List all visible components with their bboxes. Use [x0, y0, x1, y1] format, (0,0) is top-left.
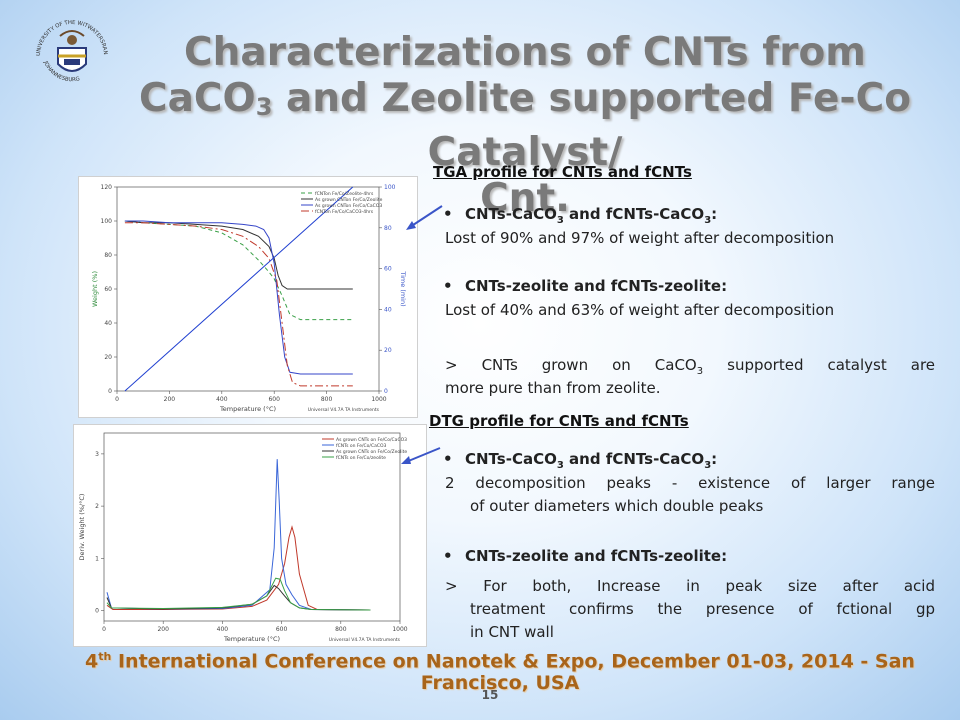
x-tick-label: 0: [115, 396, 119, 403]
arrow-icon-dtg: [401, 447, 441, 464]
series-line: [106, 584, 371, 611]
y-tick-label: 100: [101, 218, 113, 225]
plot-frame: [103, 432, 401, 622]
y-tick-label: 0: [108, 388, 112, 395]
tga-heading: TGA profile for CNTs and fCNTs: [433, 163, 692, 181]
legend-entry: As grown CNTs on Fe/Co/CaCO3: [336, 437, 407, 443]
y2-tick-label: 0: [384, 388, 388, 395]
legend-entry: As grown CNTs on Fe/Co/Zeolite: [336, 449, 407, 455]
tga-bullet-2-text: Lost of 40% and 63% of weight after deco…: [445, 301, 835, 319]
x-tick-label: 1000: [392, 626, 407, 633]
legend-entry: fCNTon Fe/Co/Zeolite-4hrs: [315, 191, 374, 197]
legend-entry: fCNTs on Fe/Co/CaCO3: [336, 443, 387, 449]
x-axis-label: Temperature (°C): [223, 635, 280, 643]
y-tick-label: 40: [104, 320, 112, 327]
series-line: [124, 222, 353, 387]
series-line: [106, 577, 371, 611]
legend-entry: As grown CNTon Fe/Co/CaCO3: [315, 203, 382, 209]
y-tick-label: 20: [104, 354, 112, 361]
dtg-bullet-1-line2: of outer diameters which double peaks: [470, 497, 764, 515]
slide-title: Characterizations of CNTs from CaCO3 and…: [100, 30, 950, 222]
y2-tick-label: 60: [384, 266, 392, 273]
tga-chart: 0 200 400 600 800 100002040608010012002040608…: [91, 184, 407, 413]
series-line: [124, 220, 353, 375]
y2-tick-label: 20: [384, 347, 392, 354]
dtg-bullet-1: CNTs-CaCO3 and fCNTs-CaCO3:: [443, 448, 717, 477]
dtg-bullet-2-line3: in CNT wall: [470, 623, 554, 641]
tga-conclusion-line2: more pure than from zeolite.: [445, 379, 661, 397]
y-axis-label: Weight (%): [91, 271, 99, 307]
x-tick-label: 200: [157, 626, 169, 633]
y-tick-label: 2: [95, 503, 99, 510]
university-logo: UNIVERSITY OF THE WITWATERSRAND JOHANNES…: [28, 8, 114, 96]
dtg-bullet-2-line1: > For both, Increase in peak size after …: [445, 577, 935, 595]
y-axis-label: Deriv. Weight (%/°C): [78, 494, 86, 561]
arrow-icon-tga: [406, 205, 443, 230]
y-tick-label: 3: [95, 451, 99, 458]
tga-bullet-1-text: Lost of 90% and 97% of weight after deco…: [445, 229, 835, 247]
instrument-note: Universal V4.7A TA Instruments: [329, 637, 401, 643]
series-line: [106, 525, 371, 611]
x-tick-label: 0: [102, 626, 106, 633]
x-tick-label: 800: [335, 626, 347, 633]
x-tick-label: 600: [276, 626, 288, 633]
tga-conclusion-line1: > CNTs grown on CaCO3 supported catalyst…: [445, 356, 936, 377]
y2-axis-label: Time (min): [399, 270, 407, 306]
instrument-note: Universal V4.7A TA Instruments: [308, 407, 380, 413]
tga-bullet-2: CNTs-zeolite and fCNTs-zeolite:: [443, 275, 727, 297]
series-line: [124, 220, 353, 290]
tga-bullet-1: CNTs-CaCO3 and fCNTs-CaCO3:: [443, 203, 717, 232]
dtg-heading: DTG profile for CNTs and fCNTs: [429, 412, 689, 430]
title-line2-sub: 3: [255, 93, 273, 121]
x-tick-label: 600: [268, 396, 280, 403]
legend-entry: fCNTs on Fe/Co/zeolite: [336, 455, 386, 461]
y2-tick-label: 100: [384, 184, 396, 191]
dtg-bullet-2-line2: treatment confirms the presence of fctio…: [470, 600, 935, 618]
legend-entry: As grown CNTon Fe/Co/Zeolite: [315, 197, 383, 203]
x-tick-label: 800: [321, 396, 333, 403]
dtg-chart-panel: 0 200 400 600 800 1000 0 1 2 3 Temperature (°C) Der…: [73, 424, 427, 647]
x-tick-label: 400: [217, 626, 229, 633]
y2-tick-label: 80: [384, 225, 392, 232]
time-line: [124, 186, 354, 392]
dtg-bullet-2: CNTs-zeolite and fCNTs-zeolite:: [443, 545, 727, 567]
legend-entry: fCNTon Fe/Co/CaCO3-4hrs: [315, 209, 374, 215]
page-number: 15: [481, 688, 499, 702]
title-line2-b: and Zeolite supported Fe-Co Catalyst/: [272, 76, 912, 175]
y-tick-label: 0: [95, 608, 99, 615]
y-tick-label: 1: [95, 555, 99, 562]
series-line: [106, 459, 371, 611]
dtg-chart: 0 200 400 600 800 1000 0 1 2 3 Temperature (°C) Der…: [78, 432, 408, 643]
x-tick-label: 1000: [371, 396, 386, 403]
y2-tick-label: 40: [384, 306, 392, 313]
conference-footer: 4th International Conference on Nanotek …: [85, 650, 915, 695]
y-tick-label: 80: [104, 252, 112, 259]
title-line1: Characterizations of CNTs from: [184, 30, 866, 75]
x-tick-label: 400: [216, 396, 228, 403]
y-tick-label: 60: [104, 286, 112, 293]
tga-chart-panel: 0 200 400 600 800 1000 0 20 40 60 80 100 120 0 20 40 60 8…: [78, 176, 418, 418]
y-tick-label: 120: [101, 184, 113, 191]
title-line2-a: CaCO: [138, 76, 256, 121]
dtg-bullet-1-line1: 2 decomposition peaks - existence of lar…: [445, 474, 935, 492]
x-tick-label: 200: [164, 396, 176, 403]
series-line: [124, 220, 353, 321]
x-axis-label: Temperature (°C): [219, 405, 276, 413]
